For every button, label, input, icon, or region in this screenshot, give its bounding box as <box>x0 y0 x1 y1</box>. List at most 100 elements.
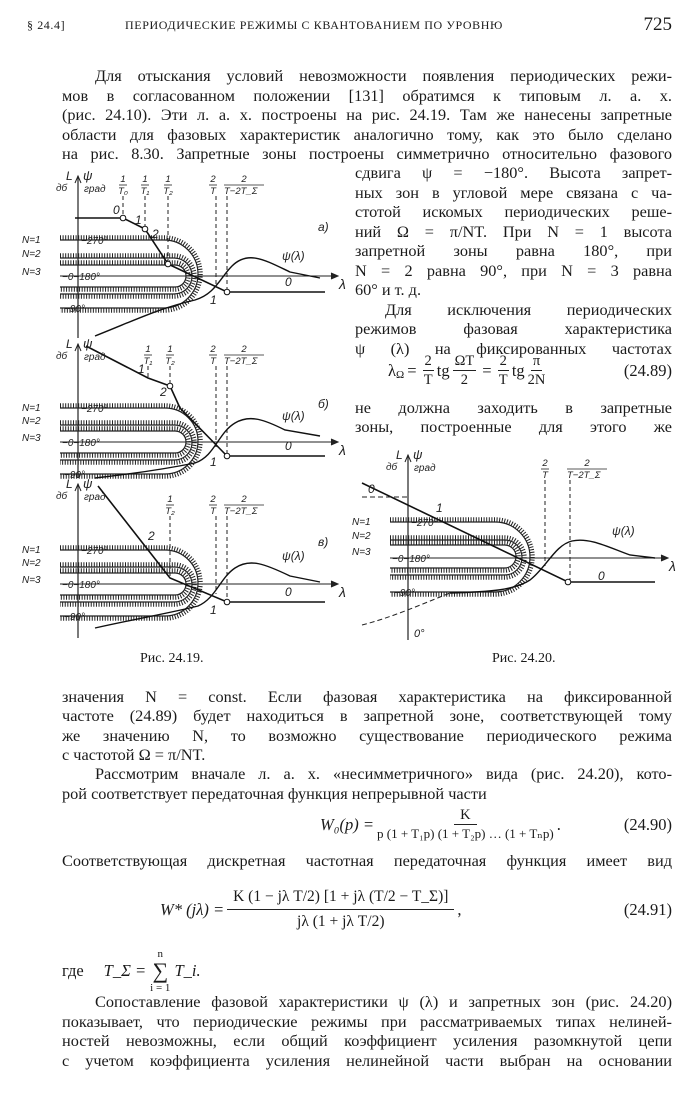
phase-characteristic-psi <box>94 257 321 337</box>
y-axis-arrow-icon <box>74 482 82 492</box>
paragraph-line: Сопоставление фазовой характеристики ψ (… <box>95 992 672 1012</box>
frequency-label-den: T₂ <box>165 506 175 517</box>
frac-den: T <box>498 372 508 388</box>
where-word: где <box>62 961 84 980</box>
forbidden-zone-boundary <box>60 239 199 309</box>
diagram-panel: 1T₂2T2T−2T_Σ210LдбψградλN=1N=2N=3−270°−0… <box>22 476 346 638</box>
where-lhs: T_Σ = <box>103 961 147 980</box>
paragraph-line: Соответствующая дискретная частотная пер… <box>62 851 672 871</box>
axis-label-psi: ψ <box>413 447 423 462</box>
line-text: не должна заходить в запретные <box>355 398 672 417</box>
eq-sign: = <box>407 360 417 380</box>
breakpoint-marker <box>119 214 127 222</box>
right-column-line: Для исключения периодических <box>385 300 672 320</box>
frac-num: K <box>454 806 477 825</box>
y-axis-arrow-icon <box>74 174 82 184</box>
slope-label: 2 <box>151 227 159 241</box>
paragraph-line: с учетом коэффициента усиления нелинейно… <box>62 1051 672 1071</box>
line-text: на рис. 8.30. Запретные зоны построены с… <box>62 144 672 163</box>
line-text: ных зон в угловой мере связана с ча- <box>355 183 672 202</box>
frequency-label-den: T₀ <box>118 186 128 197</box>
zone-label-90: −90° <box>394 588 415 599</box>
figure-24-19: 1T₀1T₁1T₂2T2T−2T_Σ01210LдбψградλN=1N=2N=… <box>22 168 346 638</box>
frequency-label-num: 1 <box>165 174 170 185</box>
frac-den: p (1 + T₁p) (1 + T₂p) … (1 + Tₙp) <box>376 826 554 841</box>
axis-label-psi: ψ <box>83 168 93 183</box>
eq-lhs: λ <box>388 360 397 380</box>
frac-den: 2N <box>527 372 546 388</box>
right-column-line: стотой искомых периодических реше- <box>355 202 672 222</box>
frequency-label-num: 2 <box>240 344 247 355</box>
axis-label-L: L <box>396 448 403 462</box>
tg: tg <box>436 360 450 380</box>
paragraph-line: с частотой Ω = π/NT. <box>62 745 672 765</box>
psi-curve-label: ψ(λ) <box>282 409 305 423</box>
eq-lhs: W* (jλ) = <box>160 899 225 919</box>
breakpoint-marker <box>223 452 231 460</box>
psi-curve-label: ψ(λ) <box>282 549 305 563</box>
frac-num: 2 <box>422 353 434 371</box>
line-text: режимов фазовая характеристика <box>355 319 672 338</box>
frequency-label-num: 2 <box>209 494 216 505</box>
axis-unit-db: дб <box>56 182 68 194</box>
phase-characteristic-psi <box>94 562 321 629</box>
equation-number: (24.89) <box>623 360 672 380</box>
zone-label-n3: N=3 <box>22 575 41 586</box>
paragraph-line: же значению N, то возможно существование… <box>62 726 672 746</box>
frequency-label-num: 1 <box>167 344 172 355</box>
zone-label-180: −0−180° <box>62 580 100 591</box>
right-column-line: N = 2 равна 90°, при N = 3 равна <box>355 261 672 281</box>
line-text: Для исключения периодических <box>385 300 672 319</box>
right-column-line: не должна заходить в запретные <box>355 398 672 418</box>
slope-label: 1 <box>210 603 217 617</box>
caption-fig-24-19: Рис. 24.19. <box>140 651 204 666</box>
frac-den: jλ (1 + jλ T/2) <box>297 913 385 930</box>
axis-unit-db: дб <box>56 350 68 362</box>
zone-label-n1: N=1 <box>22 545 41 556</box>
frequency-label-den: T <box>210 506 217 517</box>
frequency-label-den: T−2T_Σ <box>224 506 258 517</box>
zone-label-n3: N=3 <box>22 433 41 444</box>
slope-label: 0 <box>285 585 292 599</box>
breakpoint-marker <box>564 578 572 586</box>
line-text: значения N = const. Если фазовая характе… <box>62 687 672 706</box>
running-head-section: § 24.4] <box>27 18 66 32</box>
frequency-label-den: T−2T_Σ <box>224 356 258 367</box>
forbidden-zone-boundary <box>60 407 199 475</box>
zone-label-90: −90° <box>64 304 85 315</box>
zone-label-n1: N=1 <box>22 403 41 414</box>
breakpoint-marker <box>166 382 174 390</box>
x-axis-arrow-icon <box>330 580 340 588</box>
paragraph-line: ностей невозможны, если общий коэффициен… <box>62 1031 672 1051</box>
sum-symbol: n ∑ i = 1 <box>150 948 170 994</box>
slope-label: 2 <box>159 385 167 399</box>
slope-label: 1 <box>138 362 145 376</box>
dashed-extension <box>361 592 451 626</box>
line-text: с частотой Ω = π/NT. <box>62 745 206 764</box>
slope-label: 1 <box>135 213 142 227</box>
zone-label-90: −90° <box>64 470 85 481</box>
frequency-label-num: 2 <box>583 458 590 469</box>
line-text: мов в согласованном положении [131] обра… <box>62 86 672 105</box>
paragraph-line: на рис. 8.30. Запретные зоны построены с… <box>62 144 672 164</box>
psi-curve-label: ψ(λ) <box>612 524 635 538</box>
x-axis-arrow-icon <box>330 438 340 446</box>
zone-label-270: −270° <box>81 546 108 557</box>
slope-label: 1 <box>210 293 217 307</box>
line-text: зоны, построенные для этого же <box>355 417 672 436</box>
slope-label: 0 <box>598 569 605 583</box>
equation-number: (24.90) <box>623 814 672 834</box>
line-text: 60° и т. д. <box>355 280 422 299</box>
paragraph-line: частоте (24.89) будет находиться в запре… <box>62 706 672 726</box>
line-text: Сопоставление фазовой характеристики ψ (… <box>95 992 672 1011</box>
right-column-line: зоны, построенные для этого же <box>355 417 672 437</box>
zone-label-180: −0−180° <box>62 438 100 449</box>
line-text: N = 2 равна 90°, при N = 3 равна <box>355 261 672 280</box>
diagram-panel: 1T₁1T₂2T2T−2T_Σ1210LдбψградλN=1N=2N=3−27… <box>22 336 346 481</box>
zone-label-n2: N=2 <box>22 416 41 427</box>
zone-label-90: −90° <box>64 612 85 623</box>
breakpoint-marker <box>223 598 231 606</box>
amplitude-characteristic-L <box>97 485 325 603</box>
zone-label-270: −270° <box>81 236 108 247</box>
